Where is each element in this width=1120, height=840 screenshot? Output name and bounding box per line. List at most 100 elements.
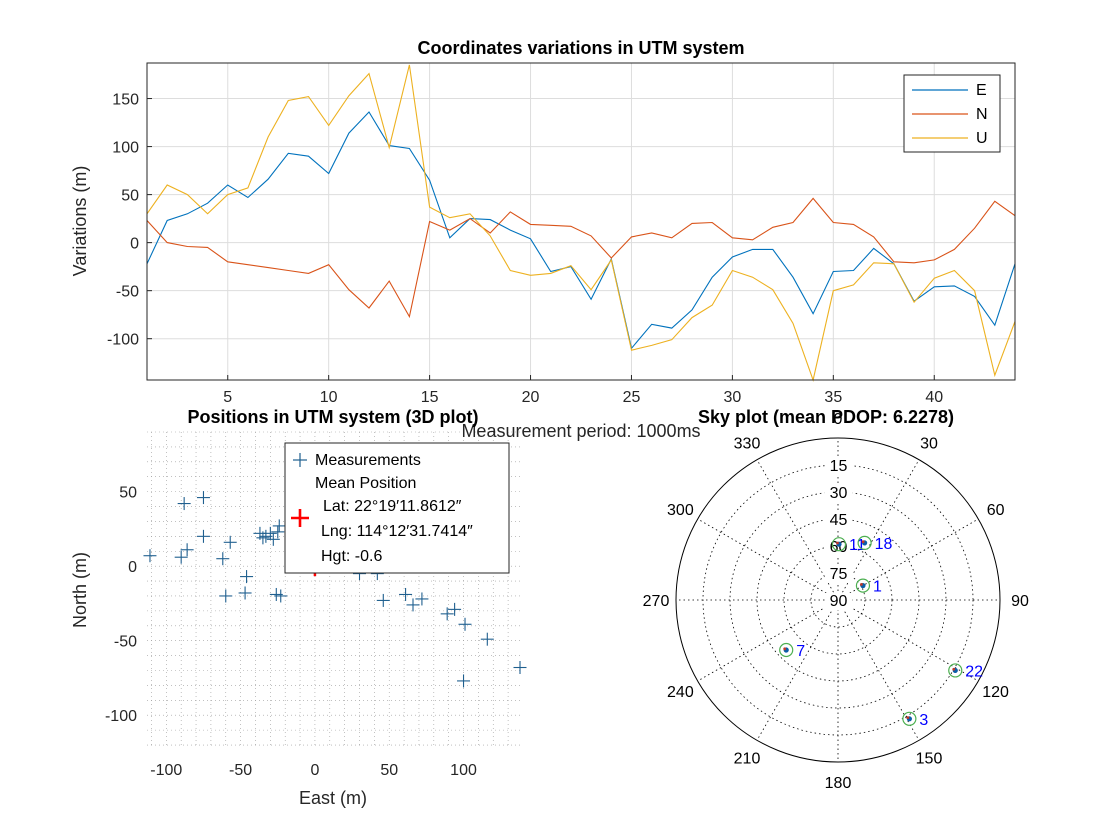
scatter-points bbox=[143, 491, 527, 688]
legend-label-U: U bbox=[976, 130, 988, 147]
sky-plot-satellites: 1 3 7 11 18 22 bbox=[779, 535, 983, 729]
measurement-point bbox=[415, 592, 429, 606]
series-line-U bbox=[146, 64, 1016, 382]
scatter-y-tick-label: -100 bbox=[105, 708, 137, 725]
measurement-point bbox=[271, 525, 285, 539]
measurement-point bbox=[513, 661, 527, 675]
azimuth-label-150: 150 bbox=[916, 751, 943, 768]
satellite-dot-accent bbox=[861, 540, 865, 544]
top-y-tick-label: -100 bbox=[107, 332, 139, 349]
satellite-label-11: 11 bbox=[849, 537, 866, 554]
satellite-label-1: 1 bbox=[873, 579, 882, 596]
scatter-x-axis-label: East (m) bbox=[299, 788, 367, 808]
legend-mean-marker bbox=[291, 509, 309, 527]
azimuth-spoke bbox=[837, 599, 920, 741]
scatter-y-axis-label: North (m) bbox=[70, 552, 90, 628]
scatter-x-tick-label: 100 bbox=[450, 762, 477, 779]
satellite-ring bbox=[948, 663, 963, 678]
scatter-legend: Measurements Mean Position Lat: 22°19′11… bbox=[284, 442, 510, 574]
top-x-tick-label: 40 bbox=[925, 389, 943, 406]
azimuth-label-270: 270 bbox=[643, 593, 670, 610]
satellite-dot-accent bbox=[952, 667, 956, 671]
top-y-tick-label: 50 bbox=[121, 188, 139, 205]
satellite-3: 3 bbox=[902, 711, 928, 729]
azimuth-label-210: 210 bbox=[734, 751, 761, 768]
sky-plot-title: Sky plot (mean PDOP: 6.2278) bbox=[698, 407, 954, 427]
measurement-point bbox=[274, 589, 288, 603]
measurement-point bbox=[196, 491, 210, 505]
satellite-dot-accent bbox=[836, 541, 839, 545]
measurement-point bbox=[196, 529, 210, 543]
azimuth-spoke bbox=[837, 518, 979, 601]
top-y-axis-label: Variations (m) bbox=[70, 166, 90, 277]
elevation-label-bg bbox=[824, 566, 853, 583]
satellite-ring bbox=[857, 535, 872, 551]
satellite-label-18: 18 bbox=[875, 536, 893, 553]
top-legend: E N U bbox=[903, 74, 1001, 153]
satellite-11: 11 bbox=[831, 537, 866, 554]
measurement-point bbox=[240, 570, 254, 584]
top-tick-labels: 5 10 15 20 25 30 35 40 -100 -50 0 50 100 150 bbox=[107, 92, 943, 406]
satellite-7: 7 bbox=[779, 642, 805, 660]
azimuth-label-180: 180 bbox=[825, 775, 852, 792]
azimuth-spoke bbox=[697, 599, 839, 682]
legend-label-E: E bbox=[976, 82, 987, 99]
scatter-x-tick-label: 50 bbox=[380, 762, 398, 779]
measurement-point bbox=[440, 607, 454, 621]
satellite-ring bbox=[855, 578, 871, 593]
azimuth-label-300: 300 bbox=[667, 502, 694, 519]
scatter-tick-labels: -100 -50 0 50 100 -100 -50 0 50 bbox=[105, 485, 477, 779]
measurement-point bbox=[238, 586, 252, 600]
satellite-22: 22 bbox=[948, 663, 983, 680]
scatter-y-tick-label: 50 bbox=[119, 485, 137, 502]
azimuth-label-240: 240 bbox=[667, 684, 694, 701]
top-x-tick-label: 5 bbox=[223, 389, 232, 406]
elevation-label-30: 30 bbox=[830, 485, 848, 502]
top-chart-title: Coordinates variations in UTM system bbox=[417, 38, 744, 58]
measurement-point bbox=[376, 593, 390, 607]
measurement-point bbox=[266, 532, 280, 546]
legend-mean-title: Mean Position bbox=[315, 475, 416, 492]
top-series-lines bbox=[146, 64, 1016, 382]
satellite-18: 18 bbox=[857, 535, 893, 553]
measurement-point bbox=[223, 535, 237, 549]
measurement-point bbox=[457, 674, 471, 688]
measurement-point bbox=[143, 549, 157, 563]
top-x-tick-label: 15 bbox=[421, 389, 439, 406]
elevation-label-bg bbox=[824, 512, 853, 529]
satellite-ring bbox=[831, 537, 847, 552]
series-line-N bbox=[146, 197, 1016, 319]
scatter-y-tick-label: -50 bbox=[114, 634, 137, 651]
satellite-dot-accent bbox=[906, 716, 910, 720]
scatter-legend-box bbox=[284, 442, 510, 574]
top-x-tick-label: 25 bbox=[623, 389, 641, 406]
scatter-x-tick-label: -50 bbox=[229, 762, 252, 779]
elevation-label-bg bbox=[824, 458, 853, 475]
legend-measurements-label: Measurements bbox=[315, 452, 421, 469]
satellite-ring bbox=[779, 642, 794, 658]
satellite-label-7: 7 bbox=[796, 643, 805, 660]
measurement-point bbox=[256, 531, 270, 545]
satellite-ring bbox=[902, 711, 917, 726]
sky-plot: 0 30 60 90 120 150 180 210 240 270 300 330 15 30 45 60 7… bbox=[643, 407, 1029, 792]
measurement-point bbox=[272, 519, 286, 533]
azimuth-spoke bbox=[697, 518, 839, 601]
measurement-point bbox=[480, 632, 494, 646]
positions-scatter-chart: -100 -50 0 50 100 -100 -50 0 50 East (m) North (… bbox=[70, 431, 527, 808]
scatter-y-tick-label: 0 bbox=[128, 559, 137, 576]
satellite-label-3: 3 bbox=[919, 712, 928, 729]
azimuth-label-0: 0 bbox=[834, 411, 843, 428]
measurement-point bbox=[399, 587, 413, 601]
legend-measurement-marker bbox=[293, 453, 307, 467]
satellite-label-22: 22 bbox=[965, 663, 983, 680]
legend-label-N: N bbox=[976, 106, 988, 123]
measurement-point bbox=[180, 543, 194, 557]
legend-latitude: Lat: 22°19′11.8612″ bbox=[323, 498, 462, 515]
measurement-point bbox=[216, 552, 230, 566]
elevation-label-45: 45 bbox=[830, 512, 848, 529]
top-x-tick-label: 30 bbox=[723, 389, 741, 406]
variations-line-chart: 5 10 15 20 25 30 35 40 -100 -50 0 50 100 150 Coordina… bbox=[70, 38, 1016, 406]
elevation-label-bg bbox=[824, 485, 853, 502]
top-x-axis-label: Measurement period: 1000ms bbox=[461, 421, 700, 441]
